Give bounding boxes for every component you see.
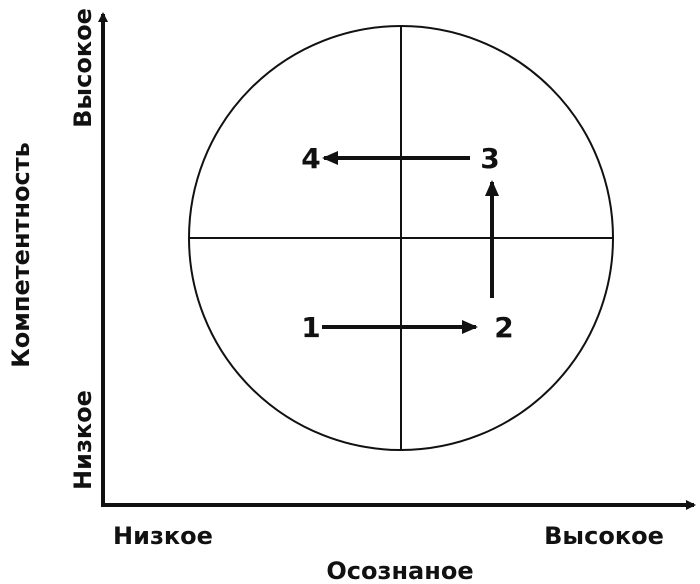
stage-label: 4 xyxy=(301,142,320,175)
y-high-label: Высокое xyxy=(69,8,97,128)
y-axis-title: Компетентность xyxy=(7,142,35,368)
x-low-label: Низкое xyxy=(113,522,213,550)
x-high-label: Высокое xyxy=(544,522,664,550)
stage-label: 1 xyxy=(301,311,320,344)
x-axis-title: Осознаное xyxy=(326,557,473,584)
y-low-label: Низкое xyxy=(69,390,97,490)
stage-label: 2 xyxy=(494,311,513,344)
stage-label: 3 xyxy=(480,142,499,175)
